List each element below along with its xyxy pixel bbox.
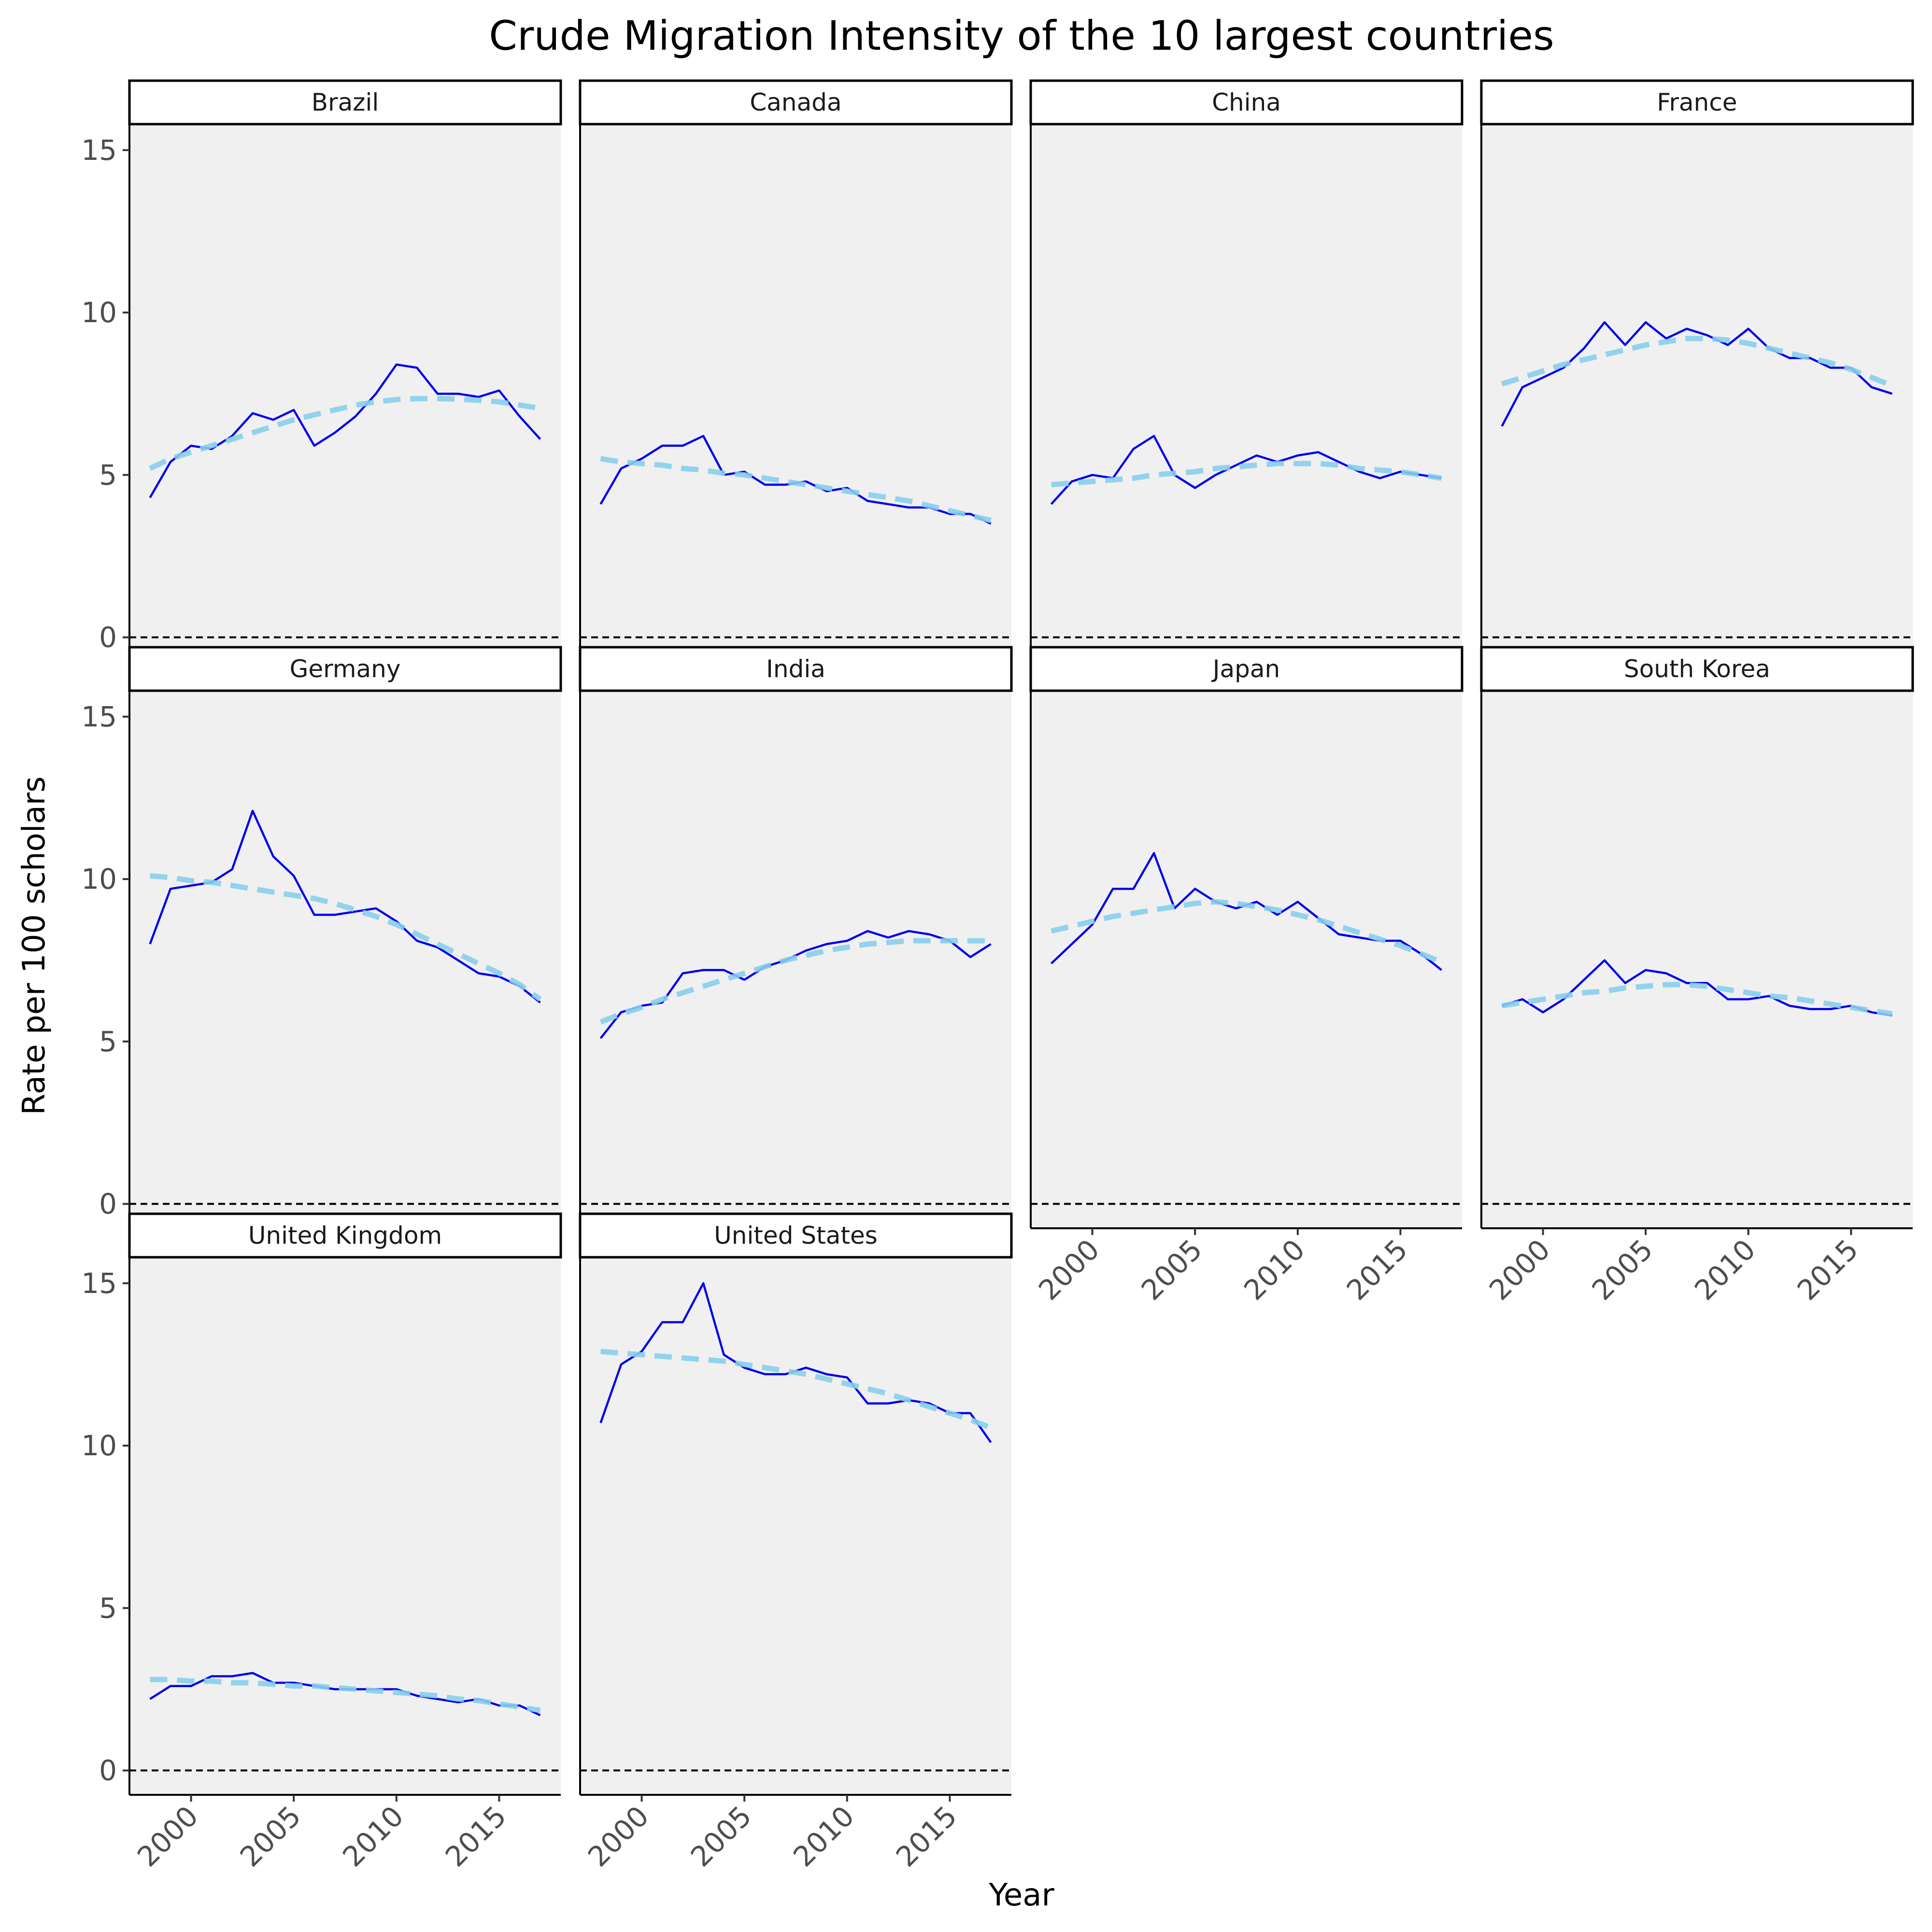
y-axis-title: Rate per 100 scholars (16, 776, 52, 1115)
trend-line-china (1051, 461, 1442, 487)
panel-strip (1029, 79, 1463, 126)
panel-china: China (1029, 79, 1463, 663)
y-tick-label: 10 (81, 863, 117, 895)
panel-strip (1480, 79, 1914, 126)
y-tick-label: 5 (99, 458, 117, 491)
panel-south-korea: South Korea 2000 2005 2010 2015 (1480, 646, 1914, 1307)
panel-strip-label: United Kingdom (248, 1222, 442, 1250)
trend-line-india (599, 938, 991, 1025)
panel-india: India (579, 646, 1013, 1229)
y-tick-label: 15 (81, 700, 117, 733)
facet-panels: Brazil 0 5 10 15 Canada China France Germany 0 5 10… (81, 79, 1914, 1873)
trend-line-south-korea (1501, 982, 1893, 1017)
trend-line-canada (600, 456, 992, 523)
panel-germany: Germany 0 5 10 15 (81, 646, 562, 1229)
x-tick-label: 2010 (336, 1800, 410, 1873)
y-tick-label: 15 (81, 1267, 117, 1300)
y-tick-label: 5 (99, 1025, 117, 1058)
trend-line-united-states (600, 1349, 992, 1431)
x-tick-label: 2010 (1237, 1233, 1311, 1307)
panel-strip (128, 79, 562, 126)
panel-strip-label: France (1657, 88, 1737, 116)
panel-strip-label: Canada (750, 88, 841, 116)
trend-line-japan (1051, 899, 1443, 965)
panel-france: France (1480, 79, 1914, 663)
panel-background (1031, 691, 1462, 1228)
x-axis-title: Year (988, 1877, 1054, 1913)
panel-strip (579, 1212, 1013, 1259)
y-tick-label: 0 (99, 621, 117, 654)
x-tick-label: 2005 (684, 1800, 758, 1873)
y-tick-label: 0 (99, 1188, 117, 1221)
x-tick-label: 2005 (1135, 1233, 1208, 1307)
trend-line-united-kingdom (150, 1676, 541, 1713)
panel-brazil: Brazil 0 5 10 15 (81, 79, 562, 663)
y-tick-label: 5 (99, 1591, 117, 1624)
x-tick-label: 2005 (234, 1800, 307, 1873)
panel-strip-label: United States (714, 1222, 878, 1250)
y-tick-label: 10 (81, 1429, 117, 1462)
x-tick-label: 2000 (582, 1800, 655, 1873)
x-tick-label: 2015 (439, 1800, 512, 1873)
panel-background (1031, 124, 1462, 662)
panel-japan: Japan 2000 2005 2010 2015 (1029, 646, 1463, 1307)
panel-background (1481, 691, 1913, 1228)
panel-strip-label: India (766, 655, 825, 683)
panel-background (580, 1257, 1011, 1795)
trend-line-brazil (149, 396, 541, 471)
y-tick-label: 15 (81, 134, 117, 167)
x-tick-label: 2015 (1340, 1233, 1414, 1307)
panel-strip-label: South Korea (1624, 655, 1770, 683)
panel-strip (1029, 646, 1463, 692)
x-tick-label: 2015 (1791, 1233, 1864, 1307)
x-tick-label: 2000 (131, 1800, 204, 1873)
panel-united-states: United States 2000 2005 2010 2015 (579, 1212, 1013, 1873)
panel-strip (128, 1212, 562, 1259)
panel-strip-label: China (1212, 88, 1281, 116)
x-tick-label: 2005 (1586, 1233, 1659, 1307)
panel-strip (128, 646, 562, 692)
panel-background (129, 124, 561, 662)
panel-background (129, 1257, 561, 1795)
panel-strip-label: Brazil (312, 88, 379, 116)
chart-title: Crude Migration Intensity of the 10 larg… (489, 12, 1554, 59)
panel-background (129, 691, 561, 1228)
trend-line-france (1501, 336, 1893, 388)
panel-background (580, 124, 1011, 662)
y-tick-label: 10 (81, 296, 117, 329)
observed-line-china (1050, 435, 1442, 505)
panel-strip (579, 79, 1013, 126)
panel-background (1481, 124, 1913, 662)
x-tick-label: 2010 (787, 1800, 860, 1873)
observed-line-germany (149, 810, 541, 1004)
panel-strip (579, 646, 1013, 692)
x-tick-label: 2000 (1483, 1233, 1556, 1307)
y-tick-label: 0 (99, 1754, 117, 1787)
x-tick-label: 2000 (1032, 1233, 1106, 1307)
trend-line-germany (150, 873, 542, 1002)
panel-strip-label: Japan (1211, 655, 1280, 683)
panel-canada: Canada (579, 79, 1013, 663)
x-tick-label: 2010 (1688, 1233, 1762, 1307)
panel-strip-label: Germany (290, 655, 401, 683)
x-tick-label: 2015 (890, 1800, 963, 1873)
panel-united-kingdom: United Kingdom 0 5 10 15 2000 2005 2010 2015 (81, 1212, 562, 1873)
panel-strip (1480, 646, 1914, 692)
